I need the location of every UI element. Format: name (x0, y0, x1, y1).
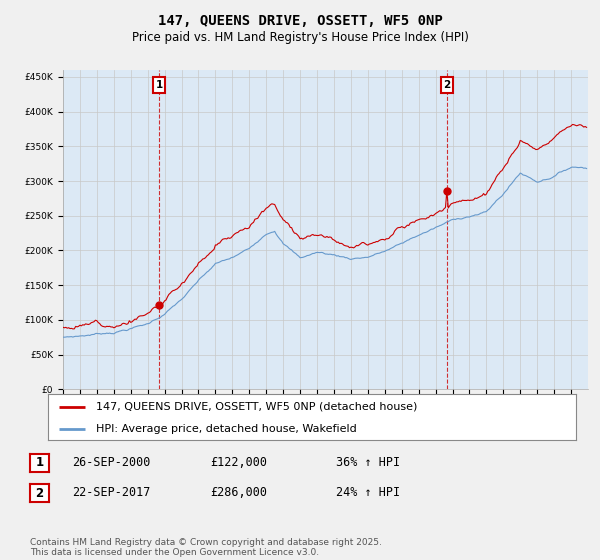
Text: 22-SEP-2017: 22-SEP-2017 (72, 486, 151, 500)
Text: HPI: Average price, detached house, Wakefield: HPI: Average price, detached house, Wake… (95, 423, 356, 433)
Text: £286,000: £286,000 (210, 486, 267, 500)
Text: 2: 2 (443, 80, 451, 90)
Text: 1: 1 (35, 456, 44, 469)
Text: £122,000: £122,000 (210, 455, 267, 469)
Text: 147, QUEENS DRIVE, OSSETT, WF5 0NP (detached house): 147, QUEENS DRIVE, OSSETT, WF5 0NP (deta… (95, 402, 417, 412)
Text: 2: 2 (35, 487, 44, 500)
Text: Contains HM Land Registry data © Crown copyright and database right 2025.
This d: Contains HM Land Registry data © Crown c… (30, 538, 382, 557)
Text: 26-SEP-2000: 26-SEP-2000 (72, 455, 151, 469)
Text: Price paid vs. HM Land Registry's House Price Index (HPI): Price paid vs. HM Land Registry's House … (131, 31, 469, 44)
Text: 147, QUEENS DRIVE, OSSETT, WF5 0NP: 147, QUEENS DRIVE, OSSETT, WF5 0NP (158, 14, 442, 28)
Text: 1: 1 (155, 80, 163, 90)
Text: 24% ↑ HPI: 24% ↑ HPI (336, 486, 400, 500)
Text: 36% ↑ HPI: 36% ↑ HPI (336, 455, 400, 469)
